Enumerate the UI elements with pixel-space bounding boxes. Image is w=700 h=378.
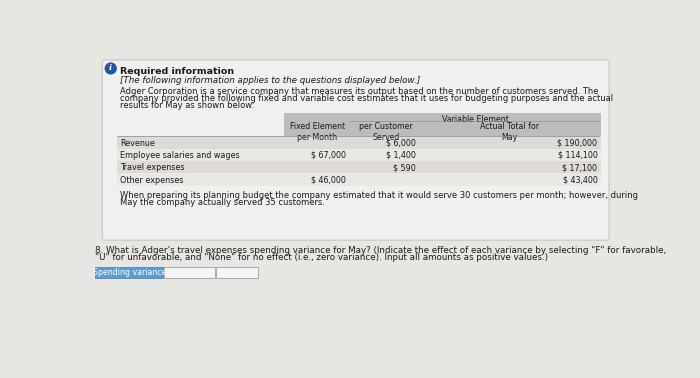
Text: Actual Total for
May: Actual Total for May xyxy=(480,122,540,143)
Bar xyxy=(284,113,601,136)
Text: $ 190,000: $ 190,000 xyxy=(557,139,598,148)
Text: May the company actually served 35 customers.: May the company actually served 35 custo… xyxy=(120,198,325,207)
Text: Travel expenses: Travel expenses xyxy=(120,163,185,172)
Text: Required information: Required information xyxy=(120,67,234,76)
Text: Revenue: Revenue xyxy=(120,139,155,148)
Text: company provided the following fixed and variable cost estimates that it uses fo: company provided the following fixed and… xyxy=(120,94,613,103)
Text: $ 43,400: $ 43,400 xyxy=(563,176,598,184)
Text: $ 590: $ 590 xyxy=(393,163,416,172)
Text: $ 1,400: $ 1,400 xyxy=(386,151,416,160)
Text: [The following information applies to the questions displayed below.]: [The following information applies to th… xyxy=(120,76,420,85)
Text: $ 17,100: $ 17,100 xyxy=(563,163,598,172)
Text: Employee salaries and wages: Employee salaries and wages xyxy=(120,151,239,160)
Text: $ 6,000: $ 6,000 xyxy=(386,139,416,148)
Text: per Customer
Served: per Customer Served xyxy=(359,122,413,143)
Bar xyxy=(117,173,601,186)
Bar xyxy=(117,149,601,161)
FancyBboxPatch shape xyxy=(102,60,609,240)
Bar xyxy=(95,267,163,278)
Text: 8. What is Adger's travel expenses spending variance for May? (Indicate the effe: 8. What is Adger's travel expenses spend… xyxy=(95,246,666,254)
Text: $ 67,000: $ 67,000 xyxy=(312,151,346,160)
Bar xyxy=(164,267,216,278)
Text: Adger Corporation is a service company that measures its output based on the num: Adger Corporation is a service company t… xyxy=(120,87,598,96)
Circle shape xyxy=(105,63,116,74)
Text: Other expenses: Other expenses xyxy=(120,176,183,184)
Text: $ 114,100: $ 114,100 xyxy=(558,151,598,160)
Text: results for May as shown below:: results for May as shown below: xyxy=(120,101,254,110)
Text: i: i xyxy=(109,65,112,73)
Text: Spending variance: Spending variance xyxy=(92,268,166,277)
Text: $ 46,000: $ 46,000 xyxy=(312,176,346,184)
Bar xyxy=(117,136,601,149)
Text: When preparing its planning budget the company estimated that it would serve 30 : When preparing its planning budget the c… xyxy=(120,191,638,200)
Bar xyxy=(117,161,601,173)
Text: Fixed Element
per Month: Fixed Element per Month xyxy=(290,122,345,143)
Bar xyxy=(216,267,258,278)
Text: Variable Element: Variable Element xyxy=(442,115,508,124)
Text: "U" for unfavorable, and "None" for no effect (i.e., zero variance). Input all a: "U" for unfavorable, and "None" for no e… xyxy=(95,253,548,262)
